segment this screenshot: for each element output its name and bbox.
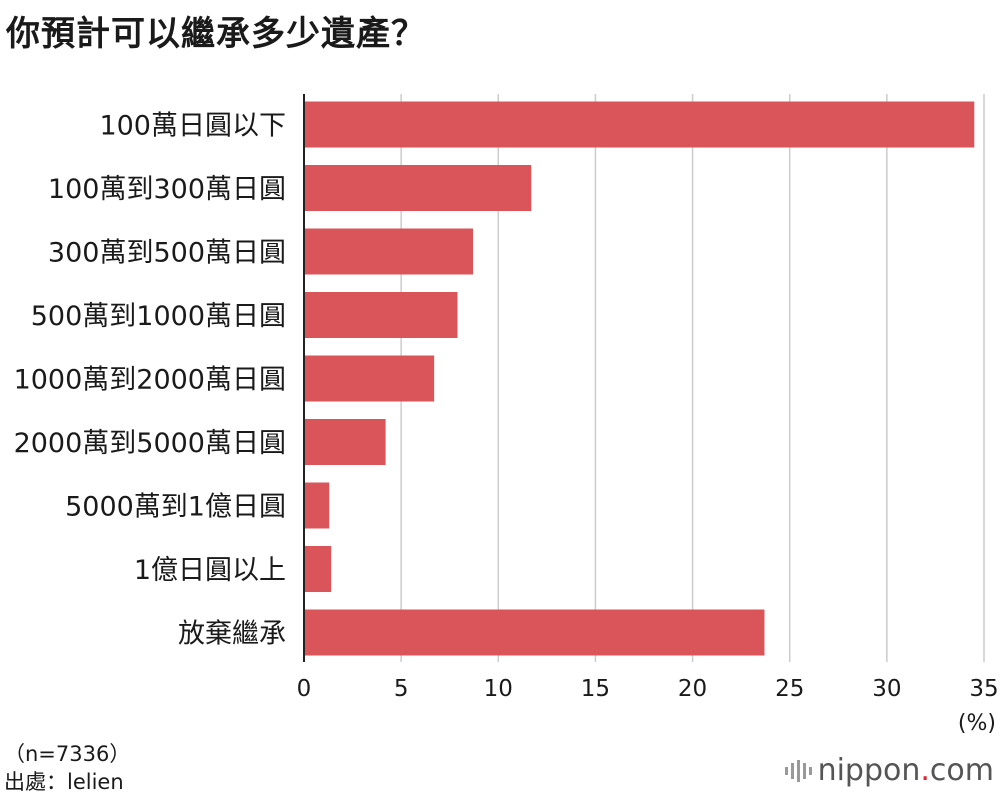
category-label: 100萬到300萬日圓 <box>48 174 286 205</box>
x-tick-label: 15 <box>581 676 610 702</box>
x-tick-label: 35 <box>969 676 998 702</box>
sample-size-note: （n=7336） <box>4 742 131 766</box>
bar <box>305 482 330 529</box>
bar <box>305 609 765 656</box>
category-labels: 100萬日圓以下 100萬到300萬日圓 300萬到500萬日圓 500萬到1000萬… <box>14 111 286 650</box>
category-label: 2000萬到5000萬日圓 <box>14 428 286 459</box>
bar <box>305 546 332 592</box>
bar <box>305 355 435 402</box>
x-tick-labels: 0 5 10 15 20 25 30 35 <box>297 676 999 702</box>
x-tick-label: 0 <box>297 676 312 702</box>
logo-name: nippon <box>817 753 921 788</box>
category-label: 500萬到1000萬日圓 <box>31 301 286 332</box>
x-tick-label: 5 <box>394 676 409 702</box>
bar <box>305 419 386 465</box>
logo-dot: . <box>920 753 930 788</box>
category-label: 1000萬到2000萬日圓 <box>14 365 286 396</box>
x-tick-label: 25 <box>775 676 804 702</box>
nippon-logo: nippon. com <box>784 753 994 788</box>
source-note: 出處：lelien <box>4 770 124 794</box>
x-tick-label: 20 <box>678 676 707 702</box>
x-tick-label: 30 <box>872 676 901 702</box>
sound-wave-icon <box>784 759 812 782</box>
bars <box>305 101 975 656</box>
bar-chart: 100萬日圓以下 100萬到300萬日圓 300萬到500萬日圓 500萬到1000萬… <box>14 94 999 736</box>
x-tick-label: 10 <box>484 676 513 702</box>
category-label: 5000萬到1億日圓 <box>65 492 286 523</box>
logo-suffix: com <box>929 753 994 788</box>
category-label: 1億日圓以上 <box>134 555 286 586</box>
chart-title: 你預計可以繼承多少遺產？ <box>6 14 426 54</box>
x-axis-unit-label: (%) <box>958 711 996 736</box>
bar <box>305 101 975 148</box>
bar <box>305 228 474 275</box>
category-label: 放棄繼承 <box>178 619 286 650</box>
bar <box>305 165 532 211</box>
category-label: 300萬到500萬日圓 <box>48 238 286 269</box>
bar <box>305 292 458 338</box>
category-label: 100萬日圓以下 <box>99 111 286 142</box>
